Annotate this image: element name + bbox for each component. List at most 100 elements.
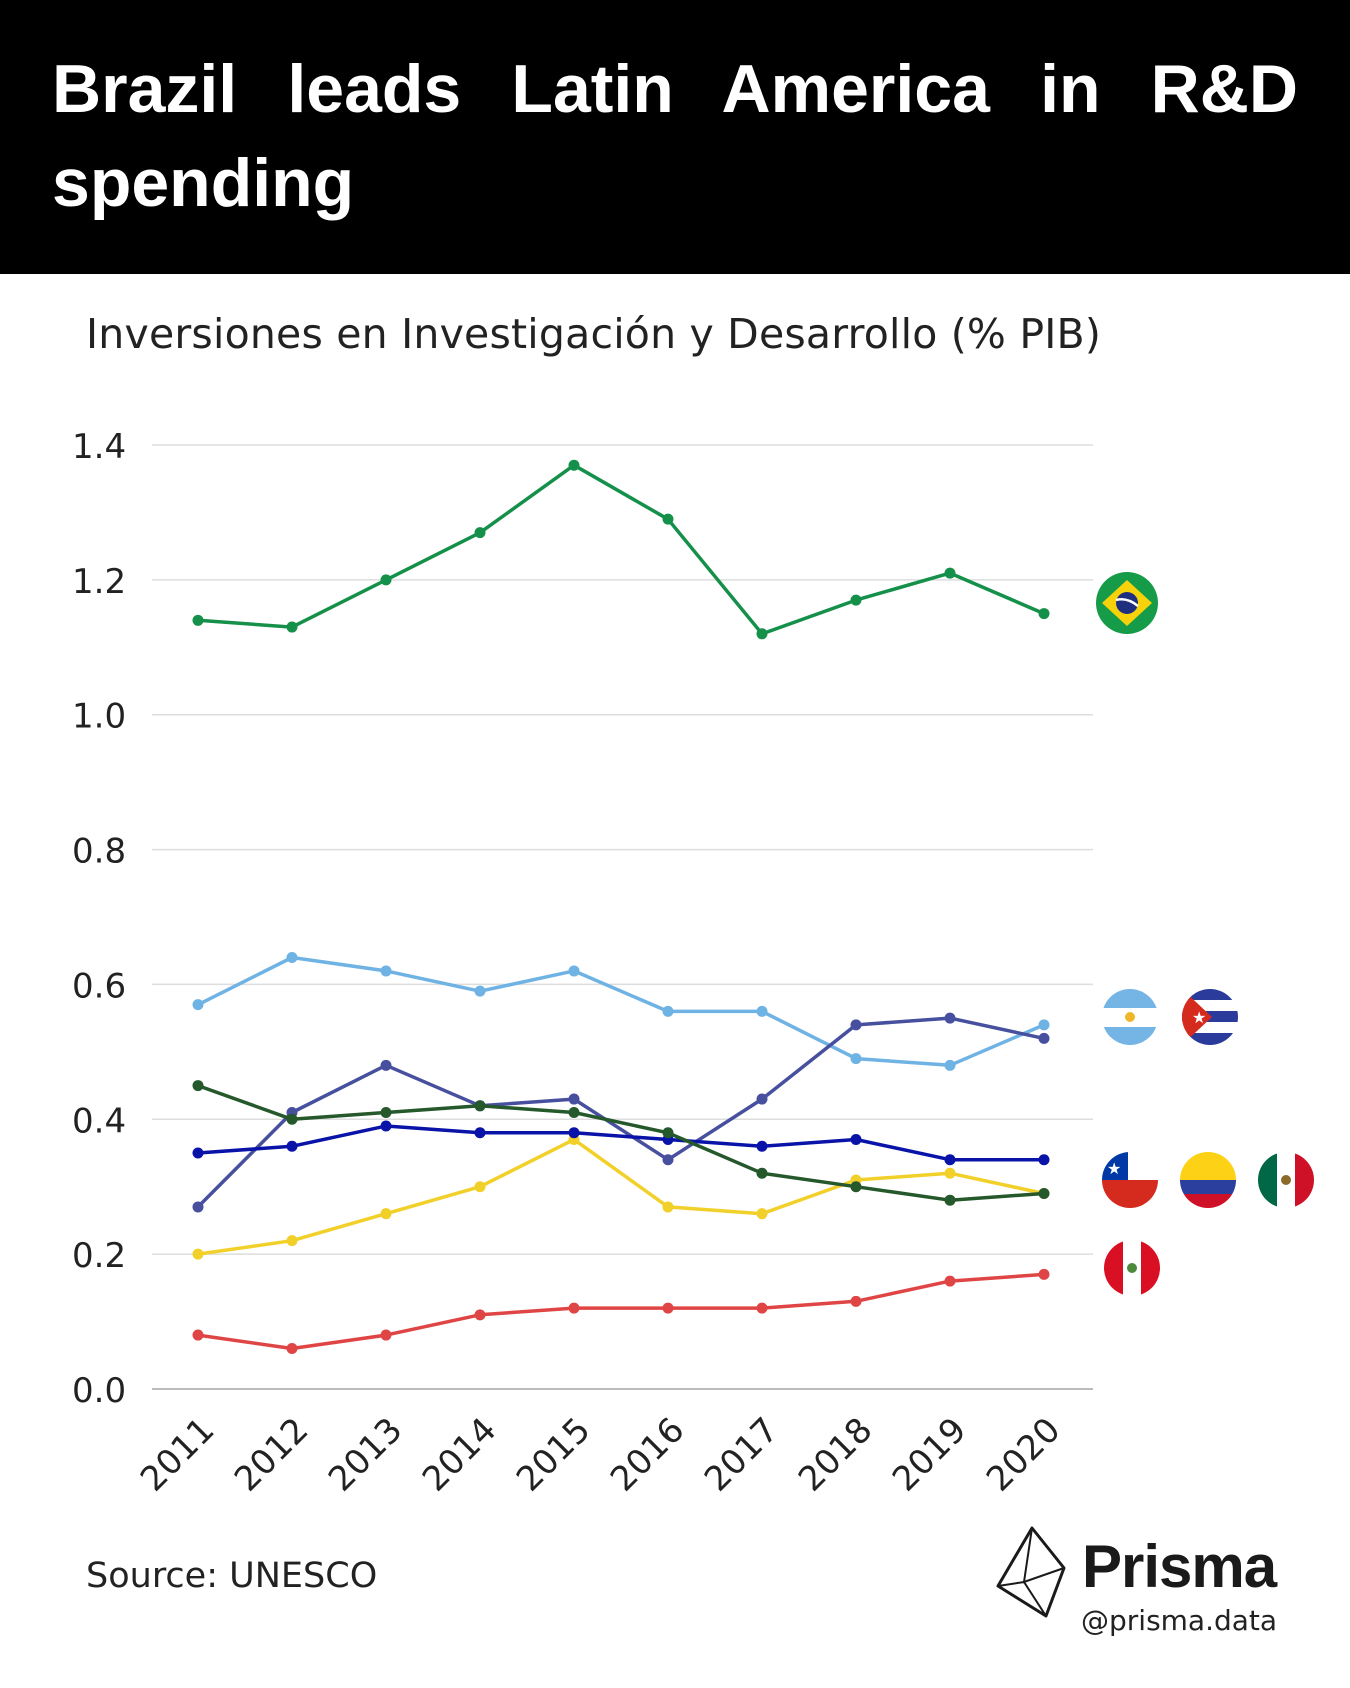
x-tick-label: 2014 (415, 1410, 504, 1499)
colombia-flag-icon (1180, 1152, 1236, 1208)
data-point-argentina (474, 985, 486, 997)
data-point-cuba (850, 1019, 862, 1031)
data-point-peru (192, 1329, 204, 1341)
x-tick-label: 2020 (979, 1410, 1068, 1499)
data-point-brazil (756, 628, 768, 640)
y-tick-label: 1.4 (72, 427, 126, 467)
data-point-chile (568, 1127, 580, 1139)
y-tick-label: 0.6 (72, 966, 126, 1006)
series-line-chile (196, 1124, 1046, 1162)
series-cuba (192, 1012, 1050, 1213)
data-point-colombia (944, 1167, 956, 1179)
y-tick-label: 0.8 (72, 832, 126, 872)
prisma-logo-icon (996, 1526, 1066, 1618)
series-line-brazil (196, 463, 1046, 636)
data-point-peru (756, 1302, 768, 1314)
series-line-peru (196, 1272, 1046, 1351)
peru-flag-icon (1104, 1240, 1160, 1296)
data-point-cuba (756, 1093, 768, 1105)
line-chart: 0.00.20.40.60.81.01.21.4 2011 2012 2013 201… (72, 427, 1314, 1500)
data-point-argentina (944, 1059, 956, 1071)
data-point-brazil (380, 574, 392, 586)
svg-text:★: ★ (1192, 1008, 1206, 1027)
data-point-argentina (1038, 1019, 1050, 1031)
mexico-flag-icon (1258, 1152, 1314, 1208)
data-point-argentina (850, 1053, 862, 1065)
gridlines (152, 444, 1093, 1390)
series-line-argentina (196, 955, 1046, 1068)
data-point-brazil (568, 459, 580, 471)
data-point-chile (286, 1140, 298, 1152)
brand-handle: @prisma.data (1081, 1604, 1278, 1637)
x-tick-label: 2012 (227, 1410, 316, 1499)
data-point-peru (662, 1302, 674, 1314)
data-point-chile (850, 1134, 862, 1146)
y-tick-label: 0.0 (72, 1371, 126, 1411)
data-point-brazil (474, 527, 486, 539)
data-point-mexico (568, 1107, 580, 1119)
data-point-mexico (662, 1127, 674, 1139)
data-point-mexico (756, 1167, 768, 1179)
x-tick-label: 2016 (603, 1410, 692, 1499)
data-point-peru (850, 1295, 862, 1307)
data-point-chile (944, 1154, 956, 1166)
x-tick-label: 2011 (133, 1410, 222, 1499)
data-point-peru (1038, 1268, 1050, 1280)
data-point-colombia (380, 1208, 392, 1220)
data-point-peru (568, 1302, 580, 1314)
data-point-chile (192, 1147, 204, 1159)
x-tick-label: 2017 (697, 1410, 786, 1499)
data-point-colombia (662, 1201, 674, 1213)
data-point-argentina (568, 965, 580, 977)
data-point-brazil (1038, 608, 1050, 620)
x-tick-label: 2019 (885, 1410, 974, 1499)
y-tick-label: 0.4 (72, 1101, 126, 1141)
data-point-cuba (192, 1201, 204, 1213)
series-mexico (192, 1080, 1050, 1206)
data-point-mexico (944, 1194, 956, 1206)
data-point-brazil (286, 621, 298, 633)
data-point-cuba (380, 1059, 392, 1071)
data-point-cuba (1038, 1032, 1050, 1044)
data-point-peru (944, 1275, 956, 1287)
data-point-colombia (286, 1235, 298, 1247)
cuba-flag-icon: ★ (1182, 989, 1238, 1045)
x-axis-ticks: 2011 2012 2013 2014 2015 2016 2017 2018 2019 2020 (133, 1410, 1068, 1499)
data-point-brazil (662, 513, 674, 525)
data-point-argentina (192, 999, 204, 1011)
data-point-mexico (1038, 1187, 1050, 1199)
data-point-mexico (380, 1107, 392, 1119)
chile-flag-icon: ★ (1102, 1152, 1158, 1208)
data-point-cuba (944, 1012, 956, 1024)
data-point-colombia (756, 1208, 768, 1220)
data-point-mexico (192, 1080, 204, 1092)
header-banner: Brazil leads Latin America in R&D spendi… (0, 0, 1350, 274)
series-lines (192, 459, 1050, 1355)
y-tick-label: 0.2 (72, 1236, 126, 1276)
series-line-cuba (196, 1016, 1046, 1209)
series-argentina (192, 951, 1050, 1071)
chart-title: Inversiones en Investigación y Desarroll… (86, 310, 1102, 358)
data-point-chile (474, 1127, 486, 1139)
y-tick-label: 1.0 (72, 697, 126, 737)
page-title: Brazil leads Latin America in R&D spendi… (52, 51, 1298, 221)
data-point-argentina (662, 1005, 674, 1017)
x-tick-label: 2013 (321, 1410, 410, 1499)
data-point-brazil (850, 594, 862, 606)
x-tick-label: 2018 (791, 1410, 880, 1499)
brazil-flag-icon (1096, 572, 1158, 634)
data-point-peru (474, 1309, 486, 1321)
data-point-chile (1038, 1154, 1050, 1166)
x-tick-label: 2015 (509, 1410, 598, 1499)
data-point-chile (756, 1140, 768, 1152)
y-axis-ticks: 0.0 0.2 0.4 0.6 0.8 1.0 1.2 1.4 (72, 427, 126, 1411)
svg-text:★: ★ (1107, 1159, 1121, 1178)
data-point-brazil (944, 567, 956, 579)
series-brazil (192, 459, 1050, 640)
data-point-mexico (474, 1100, 486, 1112)
data-point-brazil (192, 614, 204, 626)
data-point-argentina (286, 951, 298, 963)
series-line-colombia (196, 1137, 1046, 1256)
source-note: Source: UNESCO (86, 1556, 378, 1596)
series-line-mexico (196, 1083, 1046, 1202)
